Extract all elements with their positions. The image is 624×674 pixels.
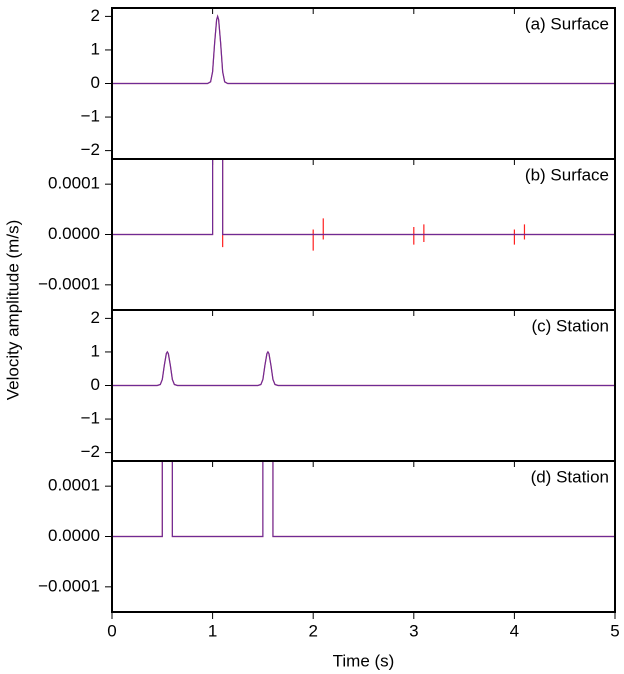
- y-tick-label: 0.0000: [48, 224, 100, 243]
- x-tick-label: 3: [409, 621, 418, 640]
- x-tick-label: 1: [208, 621, 217, 640]
- panel-annotation: (d) Station: [531, 467, 609, 486]
- y-tick-label: 2: [91, 308, 100, 327]
- line-series: [112, 350, 615, 387]
- y-tick-label: 1: [91, 39, 100, 58]
- y-tick-label: 1: [91, 341, 100, 360]
- y-tick-label: 2: [91, 6, 100, 25]
- y-tick-label: 0: [91, 73, 100, 92]
- panel-annotation: (c) Station: [532, 316, 609, 335]
- panel-frame: [111, 460, 616, 613]
- y-tick-label: 0: [91, 375, 100, 394]
- y-tick-label: 0.0001: [48, 476, 100, 495]
- y-tick-label: −0.0001: [38, 274, 100, 293]
- y-tick-label: −0.0001: [38, 576, 100, 595]
- x-tick-label: 2: [308, 621, 317, 640]
- plot-area: [112, 159, 615, 251]
- line-series: [112, 159, 615, 236]
- y-tick-label: 0.0000: [48, 526, 100, 545]
- y-tick-label: −1: [81, 409, 100, 428]
- line-series: [112, 14, 615, 85]
- panel-annotation: (b) Surface: [525, 165, 609, 184]
- y-axis-label: Velocity amplitude (m/s): [3, 220, 22, 400]
- x-tick-label: 0: [107, 621, 116, 640]
- y-tick-label: 0.0001: [48, 174, 100, 193]
- line-series: [112, 461, 615, 538]
- y-tick-label: −2: [81, 140, 100, 159]
- x-axis-label: Time (s): [333, 651, 395, 670]
- plot-area: [112, 350, 615, 387]
- plot-area: [112, 14, 615, 85]
- y-tick-label: −2: [81, 442, 100, 461]
- line-series: [112, 350, 615, 387]
- x-tick-label: 5: [610, 621, 619, 640]
- plot-area: [112, 461, 615, 538]
- y-tick-label: −1: [81, 107, 100, 126]
- x-tick-label: 4: [510, 621, 519, 640]
- panel-annotation: (a) Surface: [525, 14, 609, 33]
